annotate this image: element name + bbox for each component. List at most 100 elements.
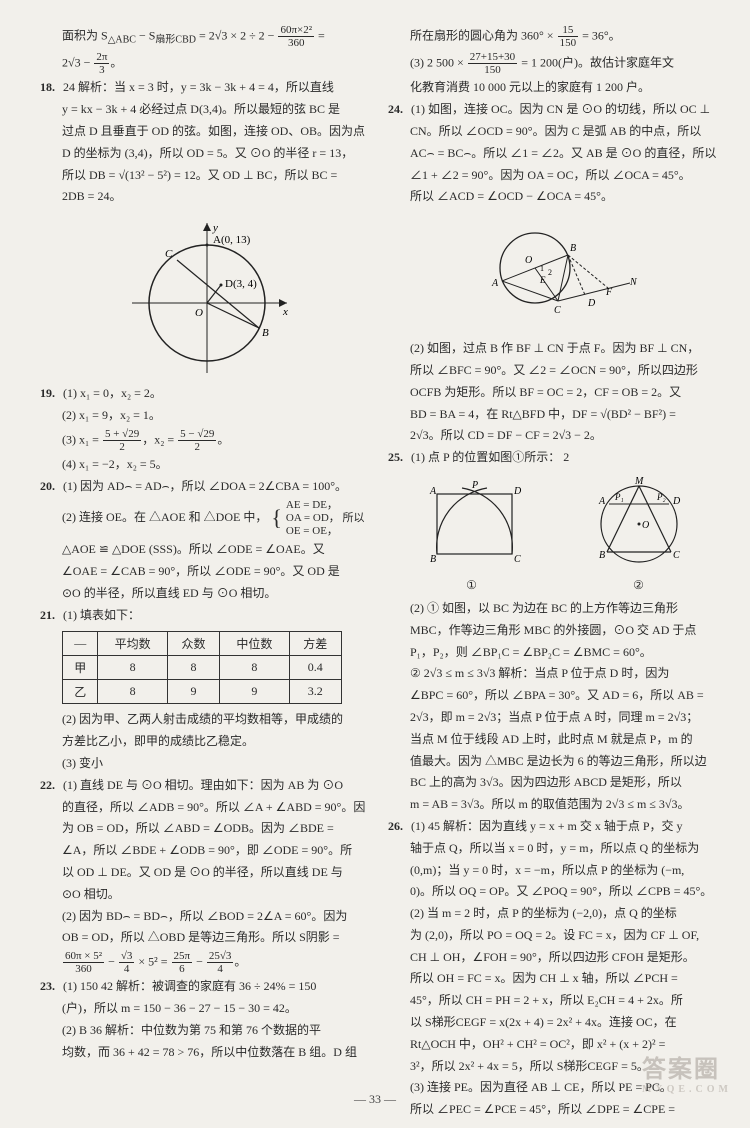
text-line: 0)。所以 OQ = OP。又 ∠POQ = 90°，所以 ∠CPB = 45°… (388, 882, 722, 902)
text-line: (3) 2 500 × 27+15+30150 = 1 200(户)。故估计家庭… (388, 51, 722, 76)
text-line: OB = OD，所以 △OBD 是等边三角形。所以 S阴影 = (40, 928, 374, 948)
svg-text:P₂: P₂ (656, 492, 666, 502)
problem-26: 26. (1) 45 解析：因为直线 y = x + m 交 x 轴于点 P，交… (388, 817, 722, 837)
text-line: 均数，而 36 + 42 = 78 > 76，所以中位数落在 B 组。D 组 (40, 1043, 374, 1063)
text-line: Rt△OCH 中，OH² + CH² = OC²，即 x² + (x + 2)²… (388, 1035, 722, 1055)
text-line: OCFB 为矩形。所以 BF = OC = 2，CF = OB = 2。又 (388, 383, 722, 403)
text-line: (2) 当 m = 2 时，点 P 的坐标为 (−2,0)，点 Q 的坐标 (388, 904, 722, 924)
svg-text:C: C (514, 554, 521, 565)
svg-text:y: y (212, 222, 218, 234)
text-line: 当点 M 位于线段 AD 上时，此时点 M 就是点 P，m 的 (388, 730, 722, 750)
text-line: m = AB = 3√3。所以 m 的取值范围为 2√3 ≤ m ≤ 3√3。 (388, 795, 722, 815)
svg-text:B: B (599, 550, 605, 561)
text-line: (户)，所以 m = 150 − 36 − 27 − 15 − 30 = 42。 (40, 999, 374, 1019)
problem-22: 22. (1) 直线 DE 与 ⊙O 相切。理由如下：因为 AB 为 ⊙O (40, 776, 374, 796)
svg-text:D: D (587, 298, 596, 309)
svg-text:A(0, 13): A(0, 13) (213, 234, 251, 246)
svg-text:2: 2 (548, 268, 552, 277)
problem-19: 19. (1) x₁ = 0，x₂ = 2。 (40, 384, 374, 404)
figure-25: A D B C P ① A D (388, 474, 722, 593)
svg-text:B: B (430, 554, 436, 565)
text-line: 方差比乙小，即甲的成绩比乙稳定。 (40, 732, 374, 752)
problem-21: 21. (1) 填表如下： (40, 606, 374, 626)
text-line: (0,m)；当 y = 0 时，x = −m，所以点 P 的坐标为 (−m, (388, 861, 722, 881)
text-line: (2) 因为甲、乙两人射击成绩的平均数相等，甲成绩的 (40, 710, 374, 730)
text-line: 45°，所以 CH = PH = 2 + x，所以 E₂CH = 4 + 2x。… (388, 991, 722, 1011)
left-column: 面积为 S△ABC − S扇形CBD = 2√3 × 2 ÷ 2 − 60π×2… (40, 24, 374, 1120)
svg-text:E: E (539, 275, 546, 285)
text-line: 为 OB = OD，所以 ∠ABD = ∠ODB。因为 ∠BDE = (40, 819, 374, 839)
svg-text:B: B (262, 327, 269, 339)
figure-24: A B O C D E F N 1 2 (388, 213, 722, 333)
svg-text:F: F (605, 287, 613, 298)
text-line: 2√3 − 2π3。 (40, 51, 374, 76)
svg-text:A: A (598, 496, 606, 507)
text-line: y = kx − 3k + 4 必经过点 D(3,4)。所以最短的弦 BC 是 (40, 100, 374, 120)
problem-18: 18. 24 解析：当 x = 3 时，y = 3k − 3k + 4 = 4，… (40, 78, 374, 98)
svg-text:1: 1 (540, 264, 544, 273)
svg-text:C: C (554, 305, 561, 316)
text-line: 的直径，所以 ∠ADB = 90°。所以 ∠A + ∠ABD = 90°。因 (40, 798, 374, 818)
text-line: CH ⊥ OH，∠FOH = 90°，所以四边形 CFOH 是矩形。 (388, 948, 722, 968)
problem-25: 25. (1) 点 P 的位置如图①所示： 2 (388, 448, 722, 468)
text-line: 过点 D 且垂直于 OD 的弦。如图，连接 OD、OB。因为点 (40, 122, 374, 142)
svg-text:P: P (471, 480, 478, 491)
text-line: (2) x₁ = 9，x₂ = 1。 (40, 406, 374, 426)
text-line: (4) x₁ = −2，x₂ = 5。 (40, 455, 374, 475)
text-line: BD = BA = 4，在 Rt△BFD 中，DF = √(BD² − BF²)… (388, 405, 722, 425)
svg-text:C: C (165, 248, 173, 260)
text-line: 所以 DB = √(13² − 5²) = 12。又 OD ⊥ BC，所以 BC… (40, 166, 374, 186)
text-line: (3) x₁ = 5 + √292，x₂ = 5 − √292。 (40, 428, 374, 453)
svg-text:C: C (673, 550, 680, 561)
svg-text:D(3, 4): D(3, 4) (225, 278, 257, 290)
problem-20: 20. (1) 因为 AD⌢ = AD⌢，所以 ∠DOA = 2∠CBA = 1… (40, 477, 374, 497)
text-line: P₁，P₂，则 ∠BP₁C = ∠BP₂C = ∠BMC = 60°。 (388, 643, 722, 663)
figure-18: A(0, 13) D(3, 4) O B C x y (40, 213, 374, 378)
caption: ② (579, 578, 699, 593)
text-line: AC⌢ = BC⌢。所以 ∠1 = ∠2。又 AB 是 ⊙O 的直径，所以 (388, 144, 722, 164)
text-line: 所以 ∠ACD = ∠OCD − ∠OCA = 45°。 (388, 187, 722, 207)
svg-text:x: x (282, 306, 288, 318)
text-line: 值最大。因为 △MBC 是边长为 6 的等边三角形，所以边 (388, 752, 722, 772)
text-line: 化教育消费 10 000 元以上的家庭有 1 200 户。 (388, 78, 722, 98)
text-line: 面积为 S△ABC − S扇形CBD = 2√3 × 2 ÷ 2 − 60π×2… (40, 24, 374, 49)
problem-24: 24. (1) 如图，连接 OC。因为 CN 是 ⊙O 的切线，所以 OC ⊥ (388, 100, 722, 120)
text-line: 轴于点 Q，所以当 x = 0 时，y = m，所以点 Q 的坐标为 (388, 839, 722, 859)
text-line: 60π × 5²360 − √34 × 5² = 25π6 − 25√34。 (40, 950, 374, 975)
text-line: (3) 变小 (40, 754, 374, 774)
text-line: ② 2√3 ≤ m ≤ 3√3 解析：当点 P 位于点 D 时，因为 (388, 664, 722, 684)
text-line: 2DB = 24。 (40, 187, 374, 207)
text-line: ⊙O 的半径，所以直线 ED 与 ⊙O 相切。 (40, 584, 374, 604)
text-line: 所以 OH = FC = x。因为 CH ⊥ x 轴，所以 ∠PCH = (388, 969, 722, 989)
svg-text:D: D (513, 486, 522, 497)
text-line: ⊙O 相切。 (40, 885, 374, 905)
text-line: (2) ① 如图，以 BC 为边在 BC 的上方作等边三角形 (388, 599, 722, 619)
page-number: — 33 — (0, 1092, 750, 1107)
svg-text:N: N (629, 277, 638, 288)
svg-text:M: M (634, 476, 644, 487)
text-line: (2) 因为 BD⌢ = BD⌢，所以 ∠BOD = 2∠A = 60°。因为 (40, 907, 374, 927)
text-line: (2) 如图，过点 B 作 BF ⊥ CN 于点 F。因为 BF ⊥ CN， (388, 339, 722, 359)
text-line: ∠BPC = 60°，所以 ∠BPA = 30°。又 AD = 6，所以 AB … (388, 686, 722, 706)
problem-23: 23. (1) 150 42 解析：被调查的家庭有 36 ÷ 24% = 150 (40, 977, 374, 997)
text-line: 2√3。所以 CD = DF − CF = 2√3 − 2。 (388, 426, 722, 446)
text-line: 所在扇形的圆心角为 360° × 15150 = 36°。 (388, 24, 722, 49)
svg-text:D: D (672, 496, 681, 507)
text-line: 以 S梯形CEGF = x(2x + 4) = 2x² + 4x。连接 OC，在 (388, 1013, 722, 1033)
text-line: ∠A，所以 ∠BDE + ∠ODB = 90°，即 ∠ODE = 90°。所 (40, 841, 374, 861)
text-line: (2) 连接 OE。在 △AOE 和 △DOE 中， { AE = DE， OA… (40, 499, 374, 539)
text-line: (2) B 36 解析：中位数为第 75 和第 76 个数据的平 (40, 1021, 374, 1041)
right-column: 所在扇形的圆心角为 360° × 15150 = 36°。 (3) 2 500 … (388, 24, 722, 1120)
text-line: △AOE ≌ △DOE (SSS)。所以 ∠ODE = ∠OAE。又 (40, 540, 374, 560)
text-line: MBC，作等边三角形 MBC 的外接圆，⊙O 交 AD 于点 (388, 621, 722, 641)
text-line: D 的坐标为 (3,4)，所以 OD = 5。又 ⊙O 的半径 r = 13， (40, 144, 374, 164)
svg-text:B: B (570, 243, 576, 254)
text-line: 以 OD ⊥ DE。又 OD 是 ⊙O 的半径，所以直线 DE 与 (40, 863, 374, 883)
svg-text:A: A (429, 486, 437, 497)
svg-text:O: O (195, 307, 203, 319)
text-line: BC 上的高为 3√3。因为四边形 ABCD 是矩形，所以 (388, 773, 722, 793)
svg-text:O: O (642, 520, 649, 531)
text-line: 2√3，即 m = 2√3；当点 P 位于点 A 时，同理 m = 2√3； (388, 708, 722, 728)
svg-text:P₁: P₁ (614, 492, 624, 502)
table-21: —平均数众数中位数方差 甲8880.4 乙8993.2 (62, 631, 342, 704)
